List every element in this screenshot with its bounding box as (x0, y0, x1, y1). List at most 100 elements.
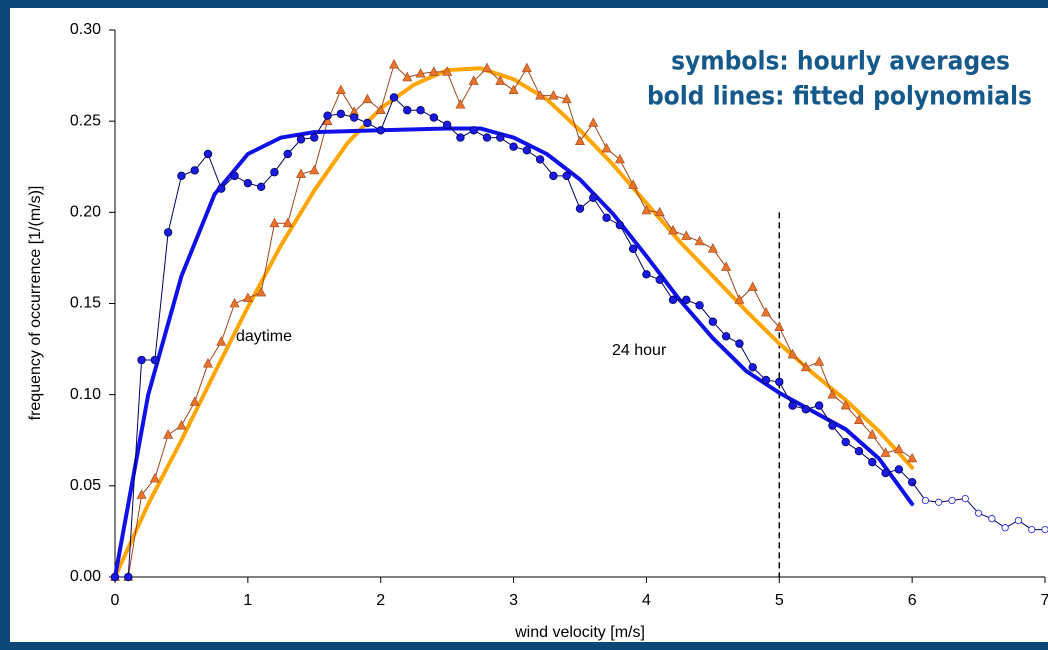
x-tick-label: 5 (775, 592, 784, 609)
marker (988, 515, 996, 523)
marker (641, 204, 652, 215)
marker (921, 496, 930, 505)
marker (270, 168, 279, 177)
marker (695, 301, 704, 310)
marker (402, 71, 413, 82)
marker (747, 281, 758, 291)
marker (124, 572, 133, 582)
marker (575, 204, 585, 213)
marker (415, 68, 426, 78)
marker (828, 421, 837, 430)
marker (468, 75, 479, 85)
marker (868, 457, 877, 467)
marker (801, 405, 811, 414)
marker (429, 113, 439, 122)
marker (335, 84, 346, 94)
x-tick-label: 2 (376, 592, 385, 609)
marker (137, 355, 146, 365)
marker (549, 171, 558, 181)
marker (136, 489, 147, 499)
marker (230, 171, 239, 181)
marker (1014, 516, 1023, 525)
marker (907, 452, 918, 463)
marker (496, 133, 505, 142)
marker (893, 443, 904, 454)
marker (682, 295, 691, 305)
annotation: daytime (236, 328, 292, 345)
marker (535, 155, 545, 164)
marker (881, 468, 890, 478)
marker (242, 292, 253, 302)
fit-curve (113, 126, 915, 579)
marker (256, 286, 267, 297)
marker (375, 104, 386, 115)
marker (735, 339, 744, 348)
marker (575, 135, 585, 146)
chart-panel (10, 8, 1048, 642)
marker (761, 375, 771, 385)
marker (589, 193, 598, 202)
marker (150, 355, 160, 365)
marker (362, 93, 373, 104)
marker (217, 184, 226, 193)
marker (655, 275, 664, 284)
marker (403, 106, 412, 115)
fit-curve (113, 66, 915, 579)
annotation: bold lines: fitted polynomials (647, 82, 1032, 112)
marker (1028, 525, 1036, 534)
marker (601, 142, 612, 153)
marker (880, 447, 891, 457)
marker (256, 182, 266, 192)
marker (336, 109, 346, 119)
marker (681, 230, 692, 240)
marker (788, 401, 797, 410)
marker (456, 133, 465, 142)
marker (349, 113, 359, 122)
marker (535, 89, 546, 100)
data-line (925, 498, 1045, 531)
marker (296, 168, 306, 178)
marker (961, 494, 969, 503)
marker (455, 99, 466, 109)
marker (748, 363, 757, 372)
marker (495, 75, 506, 85)
marker (935, 498, 943, 506)
marker (642, 270, 651, 279)
marker (854, 414, 864, 424)
x-tick-label: 0 (111, 592, 120, 609)
marker (243, 178, 253, 188)
marker (1001, 524, 1009, 532)
marker (1041, 525, 1048, 534)
marker (840, 399, 851, 410)
marker (482, 62, 492, 73)
marker (163, 429, 174, 439)
marker (323, 111, 332, 120)
y-tick-label: 0.00 (70, 568, 101, 585)
annotation: 24 hour (612, 342, 667, 359)
y-tick-label: 0.10 (70, 386, 101, 403)
marker (948, 496, 956, 505)
marker (588, 117, 599, 127)
marker (775, 377, 784, 387)
marker (867, 429, 878, 439)
marker (442, 66, 453, 76)
marker (707, 243, 718, 253)
marker (614, 153, 625, 164)
marker (654, 206, 665, 217)
marker (521, 62, 532, 73)
marker (309, 164, 320, 175)
marker (708, 317, 718, 326)
marker (854, 446, 864, 456)
marker (189, 396, 200, 406)
y-tick-label: 0.25 (70, 112, 101, 129)
marker (761, 306, 771, 317)
marker (694, 235, 705, 246)
y-tick-label: 0.15 (70, 295, 101, 312)
marker (163, 228, 173, 237)
marker (508, 84, 519, 94)
marker (296, 135, 306, 144)
marker (428, 66, 439, 76)
marker (149, 472, 160, 483)
marker (203, 358, 213, 368)
